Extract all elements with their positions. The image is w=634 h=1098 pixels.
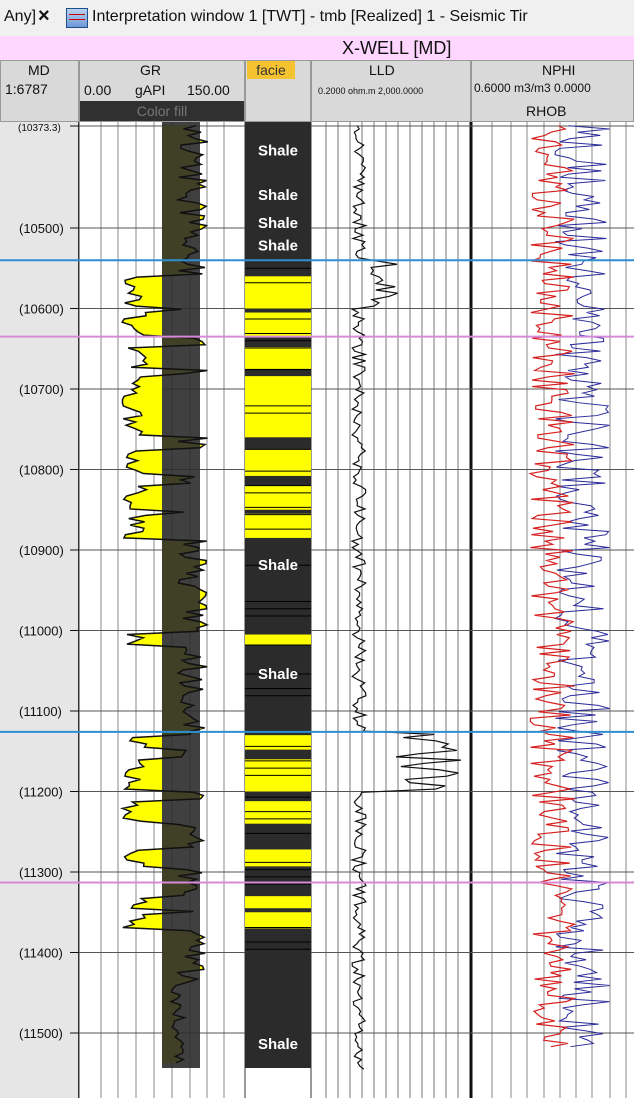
rhob-curve [553, 125, 611, 1048]
close-icon[interactable]: × [38, 5, 50, 27]
md-tick-label: (11000) [19, 624, 63, 639]
sand-facies-band [245, 513, 311, 538]
gr-max: 150.00 [187, 82, 230, 98]
shale-facies-label: Shale [258, 557, 298, 574]
sand-facies-band [245, 485, 311, 510]
facie-label: facie [247, 61, 295, 79]
window-title[interactable]: Interpretation window 1 [TWT] - tmb [Rea… [92, 8, 528, 25]
rhob-label: RHOB [526, 103, 567, 119]
shale-facies-label: Shale [258, 666, 298, 683]
sand-facies-band [245, 801, 311, 824]
gr-color-fill-label[interactable]: Color fill [80, 101, 244, 121]
md-scale[interactable]: 1:6787 [5, 81, 48, 97]
nphi-curve [528, 125, 577, 1048]
gr-unit: gAPI [135, 82, 166, 98]
window-tab-bar[interactable]: Any] × Interpretation window 1 [TWT] - t… [0, 0, 634, 37]
gr-dark-fill [162, 122, 200, 1068]
sand-facies-band [245, 896, 311, 909]
tab-prefix: Any] [4, 8, 37, 25]
nphi-range: 0.6000 m3/m3 0.0000 [474, 81, 591, 95]
md-tick-label: (10900) [19, 543, 64, 558]
md-tick-label: (10373.3) [18, 123, 61, 134]
md-tick-label: (10800) [19, 463, 64, 478]
shale-facies-label: Shale [258, 143, 298, 160]
sand-facies-band [245, 347, 311, 369]
lld-curve [349, 125, 461, 1070]
md-header[interactable]: MD 1:6787 [0, 60, 79, 122]
md-tick-label: (11300) [19, 865, 63, 880]
sand-facies-band [245, 634, 311, 645]
nphi-label: NPHI [542, 62, 576, 78]
sand-facies-band [245, 912, 311, 929]
md-tick-label: (10500) [19, 221, 64, 236]
gr-min: 0.00 [84, 82, 112, 98]
md-tick-label: (11100) [19, 704, 62, 719]
lld-header[interactable]: LLD 0.2000 ohm.m 2,000.0000 [311, 60, 471, 122]
gr-header[interactable]: GR 0.00 gAPI 150.00 Color fill [79, 60, 245, 122]
md-tick-label: (10600) [19, 302, 64, 317]
shale-facies-label: Shale [258, 1036, 298, 1053]
shale-facies-label: Shale [258, 187, 298, 204]
md-tick-label: (11200) [19, 785, 63, 800]
md-tick-label: (10700) [19, 382, 64, 397]
gr-label: GR [140, 62, 161, 78]
sand-facies-band [245, 449, 311, 476]
md-tick-label: (11400) [19, 946, 63, 961]
lld-range: 0.2000 ohm.m 2,000.0000 [318, 86, 424, 96]
shale-facies-label: Shale [258, 215, 298, 232]
md-label: MD [28, 62, 50, 78]
sand-facies-band [245, 276, 311, 309]
sand-facies-band [245, 376, 311, 438]
facie-header[interactable]: facie [245, 60, 311, 122]
lld-label: LLD [369, 62, 395, 78]
shale-facies-label: Shale [258, 238, 298, 255]
sand-facies-band [245, 312, 311, 337]
sand-facies-band [245, 735, 311, 750]
md-tick-label: (11500) [19, 1026, 63, 1041]
gr-curve [119, 125, 210, 1064]
well-title: X-WELL [MD] [342, 38, 452, 58]
seismic-window-icon [66, 8, 88, 28]
sand-facies-band [245, 849, 311, 867]
nphi-header[interactable]: NPHI 0.6000 m3/m3 0.0000 RHOB [471, 60, 634, 122]
